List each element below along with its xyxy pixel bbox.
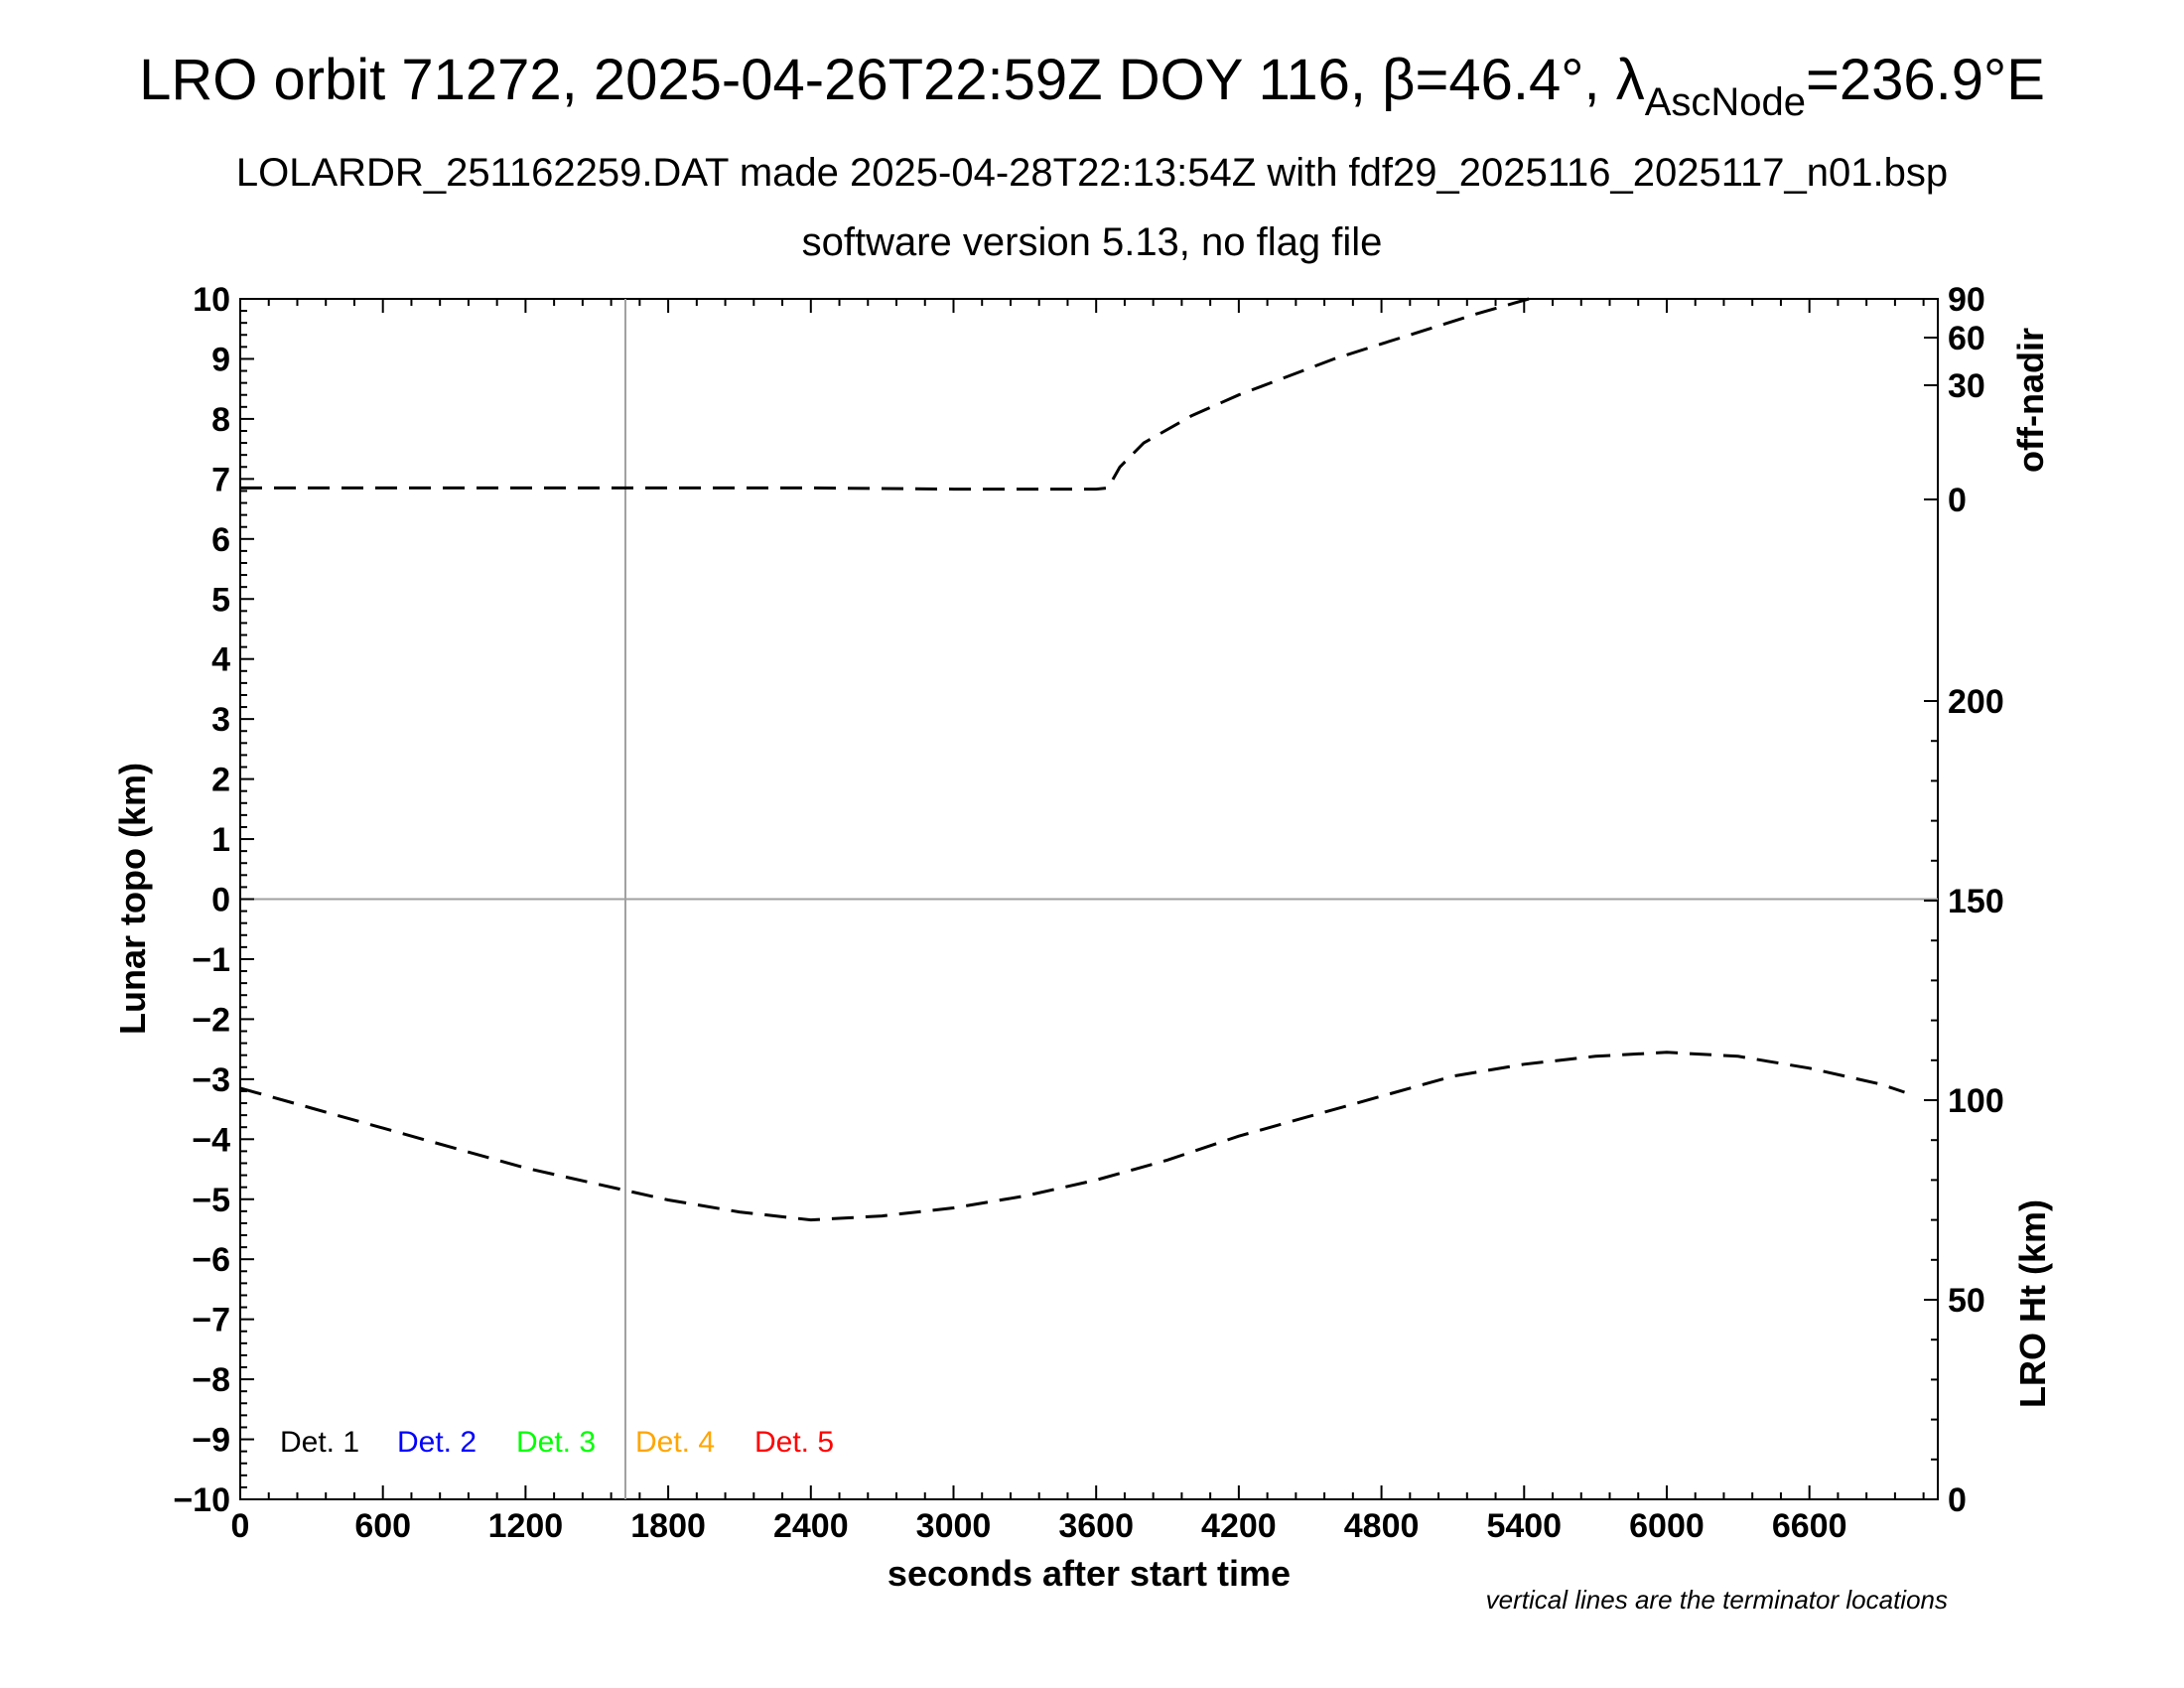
y-tick-label: 1: [211, 821, 230, 859]
y-tick-label: 4: [211, 641, 230, 679]
lro-ht-tick-label: 150: [1948, 883, 2004, 920]
y-tick-label: 7: [211, 461, 230, 498]
y-tick-label: 2: [211, 762, 230, 799]
x-tick-label: 5400: [1486, 1507, 1562, 1545]
chart-subtitle-file: LOLARDR_251162259.DAT made 2025-04-28T22…: [236, 151, 1948, 195]
y-tick-label: 3: [211, 701, 230, 739]
lro-ht-tick-label: 100: [1948, 1082, 2004, 1120]
x-tick-label: 0: [231, 1507, 250, 1545]
lro-ht-tick-label: 0: [1948, 1481, 1967, 1519]
right-bottom-axis-label: LRO Ht (km): [2012, 1199, 2053, 1408]
x-tick-label: 600: [354, 1507, 411, 1545]
chart-title: LRO orbit 71272, 2025-04-26T22:59Z DOY 1…: [139, 48, 2045, 124]
legend-item-det-4: Det. 4: [635, 1426, 715, 1459]
chart-subtitle-software: software version 5.13, no flag file: [802, 220, 1383, 264]
y-tick-label: 10: [193, 281, 230, 319]
y-tick-label: 0: [211, 882, 230, 919]
y-axis-label: Lunar topo (km): [112, 763, 153, 1035]
x-axis-label: seconds after start time: [887, 1553, 1291, 1594]
x-tick-label: 4200: [1201, 1507, 1277, 1545]
lro-ht-tick-label: 50: [1948, 1282, 1985, 1320]
off-nadir-tick-label: 60: [1948, 320, 1985, 357]
y-tick-label: −8: [192, 1361, 230, 1399]
x-tick-label: 6600: [1772, 1507, 1847, 1545]
y-tick-label: 5: [211, 581, 230, 619]
lro-height-series-line: [239, 1051, 1905, 1222]
y-tick-label: −5: [192, 1182, 230, 1219]
chart-title-subscript: AscNode: [1645, 80, 1806, 124]
y-tick-label: −1: [192, 941, 230, 979]
y-tick-label: −6: [192, 1241, 230, 1279]
right-top-axis-label: off-nadir: [2010, 328, 2051, 473]
x-tick-label: 3600: [1058, 1507, 1134, 1545]
y-tick-label: 6: [211, 521, 230, 559]
y-tick-label: −10: [173, 1481, 230, 1519]
chart-title-main: LRO orbit 71272, 2025-04-26T22:59Z DOY 1…: [139, 48, 1645, 112]
y-tick-label: −3: [192, 1061, 230, 1099]
terminator-note: vertical lines are the terminator locati…: [1486, 1585, 1948, 1615]
off-nadir-tick-label: 30: [1948, 367, 1985, 405]
y-tick-label: 9: [211, 341, 230, 378]
off-nadir-tick-label: 90: [1948, 281, 1985, 319]
y-tick-label: −2: [192, 1001, 230, 1039]
x-tick-label: 4800: [1344, 1507, 1420, 1545]
y-tick-label: −4: [192, 1121, 230, 1159]
chart-title-tail: =236.9°E: [1806, 48, 2045, 112]
off-nadir-series-line: [240, 297, 1530, 492]
x-tick-label: 1200: [488, 1507, 564, 1545]
off-nadir-tick-label: 0: [1948, 482, 1967, 519]
x-tick-label: 1800: [630, 1507, 706, 1545]
lro-ht-tick-label: 200: [1948, 683, 2004, 721]
legend-item-det-5: Det. 5: [754, 1426, 834, 1459]
y-tick-label: −9: [192, 1422, 230, 1460]
x-tick-label: 2400: [773, 1507, 849, 1545]
legend-item-det-1: Det. 1: [280, 1426, 359, 1459]
y-tick-label: 8: [211, 401, 230, 439]
x-tick-label: 6000: [1629, 1507, 1705, 1545]
legend-item-det-2: Det. 2: [397, 1426, 477, 1459]
x-tick-label: 3000: [916, 1507, 992, 1545]
y-tick-label: −7: [192, 1302, 230, 1339]
legend-item-det-3: Det. 3: [516, 1426, 596, 1459]
